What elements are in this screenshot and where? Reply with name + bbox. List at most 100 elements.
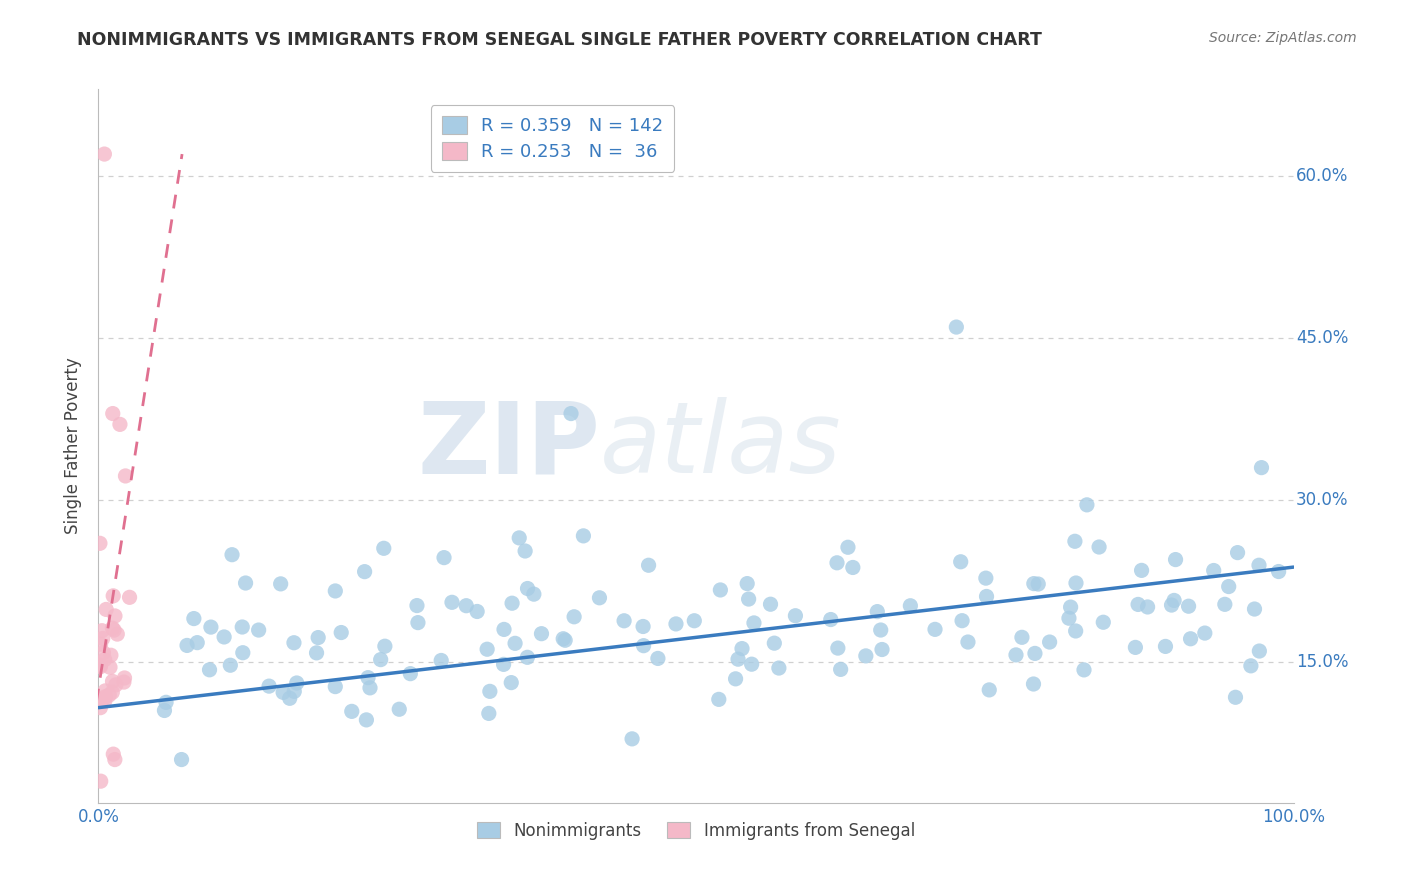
Point	[93, 147, 115, 161]
Point	[1136, 599, 1159, 614]
Point	[103, 747, 125, 761]
Text: 45.0%: 45.0%	[1296, 329, 1348, 347]
Point	[768, 661, 790, 675]
Point	[1249, 644, 1271, 658]
Point	[683, 614, 706, 628]
Point	[183, 611, 205, 625]
Point	[478, 706, 501, 721]
Point	[974, 571, 997, 585]
Point	[1076, 498, 1098, 512]
Point	[283, 636, 305, 650]
Point	[742, 615, 765, 630]
Point	[492, 657, 515, 672]
Point	[340, 705, 363, 719]
Point	[1126, 598, 1149, 612]
Point	[285, 676, 308, 690]
Point	[94, 690, 117, 704]
Point	[492, 623, 515, 637]
Point	[105, 627, 128, 641]
Point	[104, 753, 127, 767]
Point	[271, 685, 294, 699]
Point	[1022, 677, 1045, 691]
Point	[1247, 558, 1270, 573]
Point	[562, 609, 585, 624]
Point	[373, 541, 395, 556]
Point	[1059, 600, 1081, 615]
Point	[232, 646, 254, 660]
Point	[186, 635, 208, 649]
Point	[170, 753, 193, 767]
Point	[1164, 552, 1187, 566]
Point	[198, 663, 221, 677]
Point	[270, 577, 292, 591]
Point	[90, 774, 112, 789]
Point	[235, 576, 257, 591]
Point	[93, 691, 115, 706]
Point	[323, 680, 346, 694]
Point	[104, 678, 127, 692]
Point	[89, 536, 111, 550]
Point	[100, 648, 122, 663]
Point	[785, 608, 807, 623]
Point	[1064, 534, 1087, 549]
Point	[1088, 540, 1111, 554]
Point	[1226, 546, 1249, 560]
Point	[430, 653, 453, 667]
Point	[433, 550, 456, 565]
Point	[103, 589, 125, 603]
Point	[103, 623, 125, 637]
Point	[1180, 632, 1202, 646]
Point	[353, 565, 375, 579]
Point	[406, 615, 429, 630]
Point	[94, 684, 117, 698]
Point	[200, 620, 222, 634]
Text: 15.0%: 15.0%	[1296, 653, 1348, 672]
Point	[1024, 647, 1046, 661]
Point	[101, 674, 124, 689]
Point	[727, 652, 749, 666]
Text: Source: ZipAtlas.com: Source: ZipAtlas.com	[1209, 31, 1357, 45]
Point	[724, 672, 747, 686]
Point	[1240, 658, 1263, 673]
Point	[114, 671, 136, 685]
Point	[89, 659, 111, 673]
Point	[956, 635, 979, 649]
Point	[613, 614, 636, 628]
Point	[554, 633, 576, 648]
Point	[945, 320, 967, 334]
Point	[855, 648, 877, 663]
Point	[1267, 565, 1289, 579]
Point	[399, 666, 422, 681]
Text: NONIMMIGRANTS VS IMMIGRANTS FROM SENEGAL SINGLE FATHER POVERTY CORRELATION CHART: NONIMMIGRANTS VS IMMIGRANTS FROM SENEGAL…	[77, 31, 1042, 49]
Point	[633, 639, 655, 653]
Point	[1160, 598, 1182, 612]
Point	[869, 623, 891, 637]
Point	[501, 596, 523, 610]
Point	[108, 417, 131, 432]
Point	[465, 605, 488, 619]
Point	[359, 681, 381, 695]
Point	[176, 639, 198, 653]
Point	[89, 658, 111, 673]
Point	[837, 541, 859, 555]
Point	[516, 650, 538, 665]
Point	[827, 641, 849, 656]
Point	[1243, 602, 1265, 616]
Point	[637, 558, 659, 573]
Point	[478, 684, 501, 698]
Point	[501, 675, 523, 690]
Point	[870, 642, 893, 657]
Point	[1213, 598, 1236, 612]
Point	[93, 646, 115, 660]
Point	[631, 619, 654, 633]
Point	[503, 636, 526, 650]
Point	[91, 632, 114, 646]
Point	[153, 703, 176, 717]
Point	[356, 713, 378, 727]
Point	[101, 407, 124, 421]
Point	[1064, 576, 1087, 591]
Point	[98, 660, 121, 674]
Point	[866, 605, 889, 619]
Point	[825, 556, 848, 570]
Point	[475, 642, 498, 657]
